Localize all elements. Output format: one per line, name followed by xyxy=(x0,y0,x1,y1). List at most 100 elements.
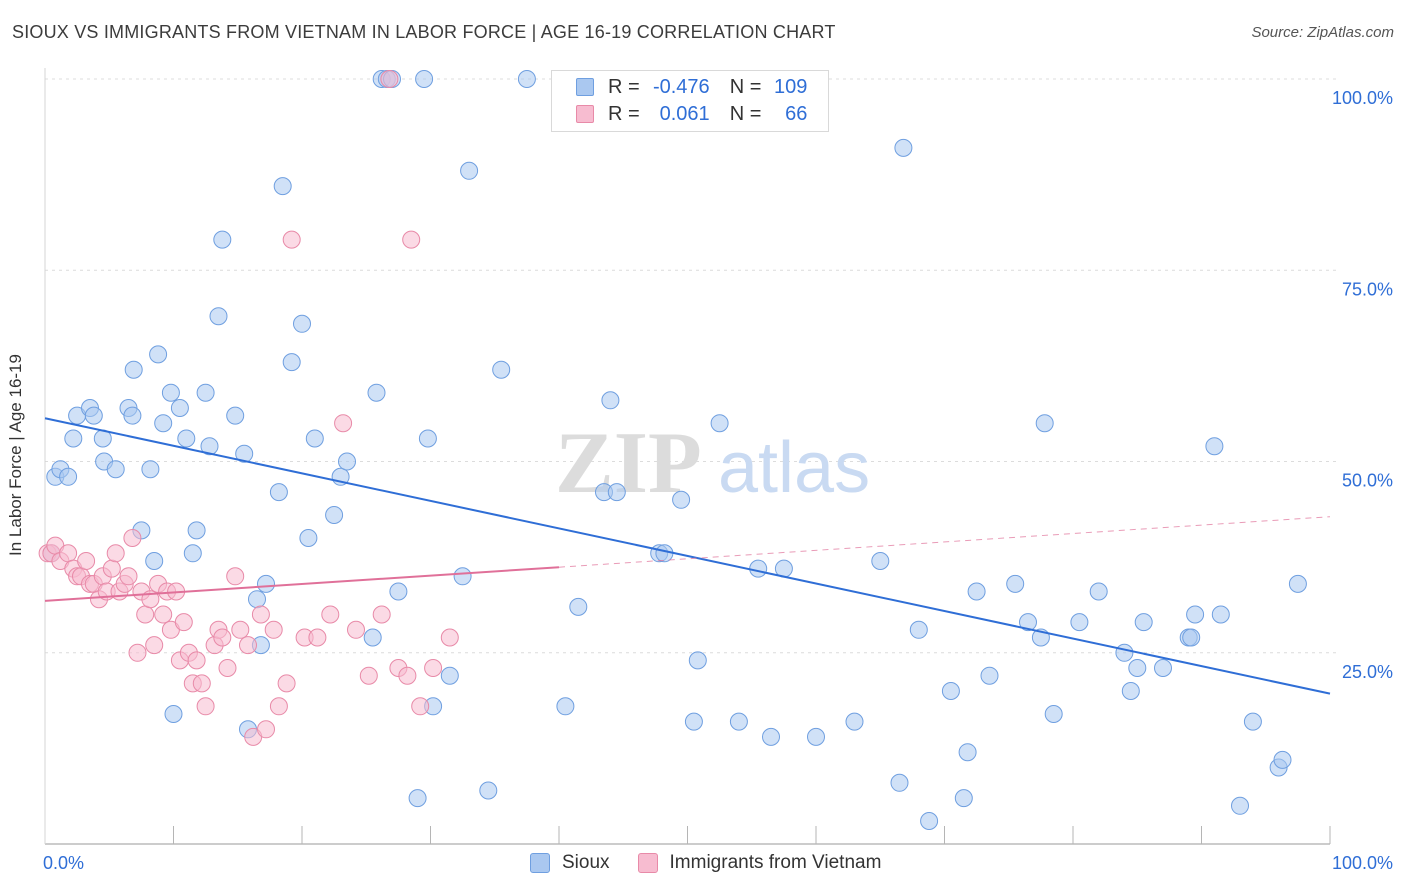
y-tick-label: 100.0% xyxy=(1332,88,1393,108)
vietnam-point xyxy=(402,230,421,249)
legend-label-sioux: Sioux xyxy=(562,852,610,873)
n-value: 109 xyxy=(774,75,808,98)
sioux-point xyxy=(1121,682,1140,700)
sioux-point xyxy=(1044,705,1063,723)
vietnam-point xyxy=(440,628,459,647)
tick-labels: 100.0% 75.0% 50.0% 25.0% 0.0% 100.0% xyxy=(43,88,1393,873)
sioux-point xyxy=(170,399,189,417)
vietnam-point xyxy=(128,643,147,662)
sioux-point xyxy=(161,383,180,402)
sioux-point xyxy=(59,467,78,486)
sioux-point xyxy=(941,682,960,700)
sioux-point xyxy=(177,429,196,448)
vietnam-point xyxy=(359,666,378,685)
sioux-point xyxy=(389,582,408,601)
legend-row-vietnam: R = 0.061 N = 66 xyxy=(576,102,807,126)
n-value: 66 xyxy=(785,102,808,125)
source-label: Source: ZipAtlas.com xyxy=(1251,24,1394,41)
sioux-point xyxy=(460,161,479,180)
sioux-point xyxy=(248,590,266,609)
vietnam-point xyxy=(264,620,283,639)
sioux-point xyxy=(967,582,986,601)
sioux-point xyxy=(655,544,674,563)
sioux-point xyxy=(556,697,575,716)
sioux-point xyxy=(164,705,183,723)
vietnam-point xyxy=(218,659,237,677)
sioux-point xyxy=(684,712,703,731)
sioux-point xyxy=(890,773,909,792)
sioux-point xyxy=(273,177,292,196)
legend-swatch-vietnam xyxy=(637,853,658,873)
sioux-point xyxy=(807,727,825,746)
vietnam-point xyxy=(321,605,340,624)
vietnam-point xyxy=(398,666,417,685)
sioux-point xyxy=(980,666,999,685)
sioux-point xyxy=(1243,712,1262,731)
sioux-trend-line xyxy=(44,417,1331,695)
vietnam-point xyxy=(119,567,138,586)
sioux-point xyxy=(1211,605,1230,624)
sioux-point xyxy=(187,521,206,540)
vietnam-point xyxy=(145,636,164,655)
r-label: R = xyxy=(608,75,640,98)
vietnam-point xyxy=(77,552,96,570)
trend-lines xyxy=(44,417,1331,695)
sioux-point xyxy=(1089,582,1108,601)
sioux-point xyxy=(920,812,939,830)
sioux-point xyxy=(200,437,219,456)
sioux-point xyxy=(601,391,620,410)
vietnam-trend-line xyxy=(44,566,560,602)
legend-item-vietnam: Immigrants from Vietnam xyxy=(637,852,881,874)
sioux-point xyxy=(1115,643,1134,662)
sioux-point xyxy=(1205,437,1224,456)
vietnam-point xyxy=(187,651,206,670)
sioux-point xyxy=(305,429,324,448)
vietnam-point xyxy=(123,529,142,547)
sioux-point xyxy=(183,544,202,563)
sioux-point xyxy=(909,620,928,639)
sioux-point xyxy=(415,70,434,88)
vietnam-point xyxy=(269,697,288,716)
sioux-point xyxy=(954,789,973,808)
sioux-point xyxy=(123,406,142,425)
sioux-point xyxy=(325,506,344,524)
sioux-point xyxy=(1006,574,1025,593)
sioux-point xyxy=(418,429,437,448)
legend-swatch-sioux xyxy=(576,78,594,96)
y-tick-label: 50.0% xyxy=(1342,471,1393,491)
sioux-point xyxy=(1070,613,1089,632)
sioux-point xyxy=(149,345,168,364)
sioux-point xyxy=(1231,796,1249,815)
vietnam-point xyxy=(334,414,353,433)
sioux-point xyxy=(894,138,913,157)
vietnam-point xyxy=(192,674,211,693)
vietnam-point xyxy=(226,567,245,586)
sioux-point xyxy=(196,383,215,402)
vietnam-point xyxy=(106,544,125,563)
vietnam-point xyxy=(411,697,430,716)
r-value: -0.476 xyxy=(652,75,710,98)
r-label: R = xyxy=(608,102,640,125)
sioux-point xyxy=(1154,659,1172,677)
sioux-point xyxy=(845,712,864,731)
sioux-point xyxy=(408,789,427,808)
sioux-point xyxy=(124,360,143,379)
y-tick-label: 75.0% xyxy=(1342,279,1393,299)
y-axis-label: In Labor Force | Age 16-19 xyxy=(6,354,25,556)
vietnam-point xyxy=(282,230,301,249)
sioux-point xyxy=(367,383,386,402)
sioux-point xyxy=(282,353,301,372)
vietnam-point xyxy=(424,659,443,677)
sioux-point xyxy=(1182,628,1201,647)
vietnam-point xyxy=(174,613,193,632)
y-tick-label: 25.0% xyxy=(1342,662,1393,682)
sioux-point xyxy=(363,628,382,647)
vietnam-point xyxy=(239,636,257,655)
vietnam-point xyxy=(372,605,391,624)
sioux-point xyxy=(440,666,459,685)
r-value: 0.061 xyxy=(659,102,710,125)
sioux-point xyxy=(492,360,511,379)
chart-title: SIOUX VS IMMIGRANTS FROM VIETNAM IN LABO… xyxy=(12,22,836,42)
sioux-point xyxy=(226,406,245,425)
